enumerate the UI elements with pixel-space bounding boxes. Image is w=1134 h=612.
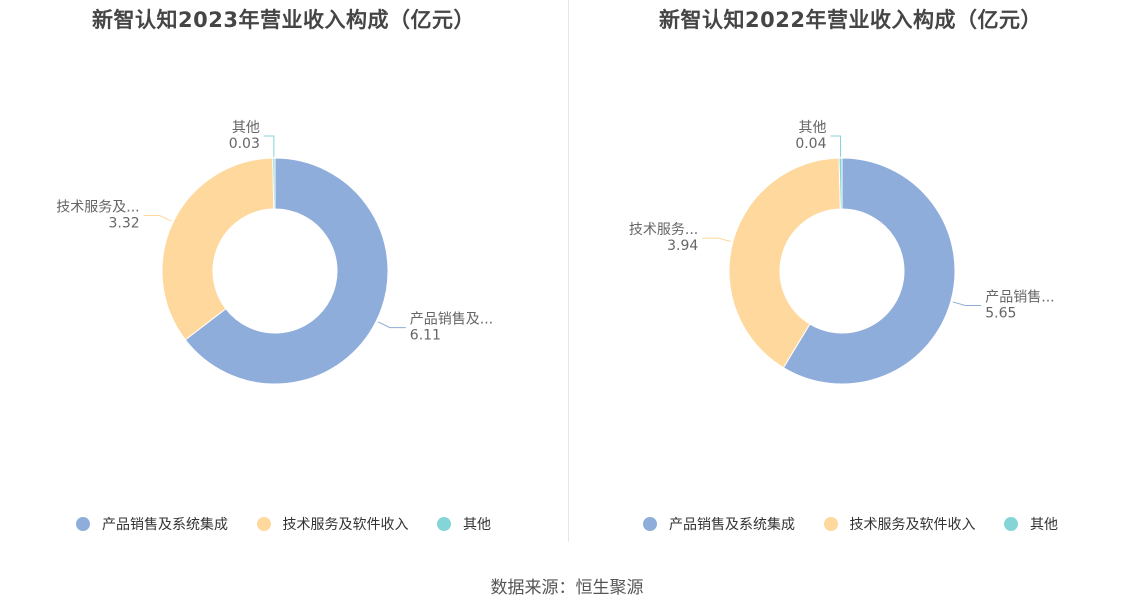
slice-product[interactable] (184, 157, 389, 385)
legend-item-product[interactable]: 产品销售及系统集成 (76, 514, 228, 534)
leader-line (143, 215, 172, 222)
chart-title: 新智认知2022年营业收入构成（亿元） (659, 8, 1042, 32)
legend-label: 产品销售及系统集成 (102, 517, 229, 533)
slice-other[interactable] (272, 157, 276, 210)
slice-value-label: 0.03 (229, 136, 260, 152)
legend: 产品销售及系统集成 技术服务及软件收入 其他 (0, 514, 567, 534)
legend-dot-product (643, 517, 658, 531)
panel-divider (568, 0, 569, 542)
slice-name-label: 产品销售及... (410, 312, 493, 328)
legend-dot-other (436, 517, 451, 531)
slice-name-label: 技术服务及... (56, 200, 139, 216)
legend-item-service[interactable]: 技术服务及软件收入 (823, 514, 976, 534)
slice-name-label: 其他 (232, 120, 260, 136)
donut-chart-2023: 产品销售及...6.11 技术服务及...3.32 其他0.03 (56, 120, 493, 385)
leader-line (952, 301, 982, 306)
slice-value-label: 6.11 (410, 328, 441, 344)
slice-name-label: 产品销售... (985, 289, 1054, 305)
slice-value-label: 5.65 (985, 305, 1016, 321)
slice-value-label: 3.32 (108, 216, 139, 232)
leader-line (702, 237, 731, 242)
legend: 产品销售及系统集成 技术服务及软件收入 其他 (567, 514, 1134, 534)
legend-item-service[interactable]: 技术服务及软件收入 (256, 514, 409, 534)
legend-dot-product (76, 517, 91, 531)
data-source: 数据来源：恒生聚源 (490, 578, 644, 598)
slice-name-label: 其他 (799, 120, 827, 136)
legend-label: 技术服务及软件收入 (282, 517, 409, 533)
slice-value-label: 0.04 (795, 136, 826, 152)
slice-product[interactable] (782, 157, 956, 385)
leader-line (263, 135, 275, 158)
legend-item-product[interactable]: 产品销售及系统集成 (643, 514, 795, 534)
slice-other[interactable] (838, 157, 843, 210)
slice-name-label: 技术服务... (629, 222, 698, 238)
leader-line (830, 135, 842, 158)
slice-value-label: 3.94 (667, 238, 698, 254)
legend-label: 产品销售及系统集成 (669, 517, 796, 533)
slice-service[interactable] (161, 157, 275, 341)
legend-item-other[interactable]: 其他 (1003, 514, 1058, 534)
legend-item-other[interactable]: 其他 (436, 514, 491, 534)
chart-title: 新智认知2023年营业收入构成（亿元） (92, 8, 475, 32)
leader-line (377, 321, 406, 329)
chart-2022: 新智认知2022年营业收入构成（亿元） 产品销售... 5.65 技术服务... 3.… (567, 0, 1134, 555)
legend-dot-service (256, 517, 271, 531)
legend-label: 其他 (462, 517, 491, 533)
slice-service[interactable] (728, 157, 841, 369)
legend-label: 技术服务及软件收入 (849, 517, 976, 533)
donut-chart-2022: 产品销售...5.65 技术服务...3.94 其他0.04 (629, 120, 1055, 385)
legend-dot-other (1003, 517, 1018, 531)
legend-label: 其他 (1029, 517, 1058, 533)
chart-2023: 新智认知2023年营业收入构成（亿元） 产品销售及... 6.11 技术服务及...… (0, 0, 567, 555)
legend-dot-service (823, 517, 838, 531)
